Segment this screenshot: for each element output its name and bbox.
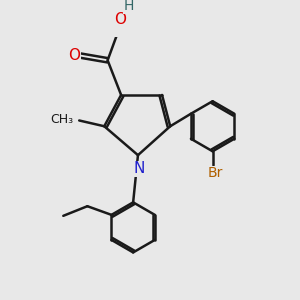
Text: O: O	[68, 48, 80, 63]
Text: Br: Br	[207, 167, 223, 180]
Text: CH₃: CH₃	[50, 113, 73, 126]
Text: N: N	[133, 161, 145, 176]
Text: O: O	[114, 12, 126, 27]
Text: H: H	[124, 0, 134, 13]
